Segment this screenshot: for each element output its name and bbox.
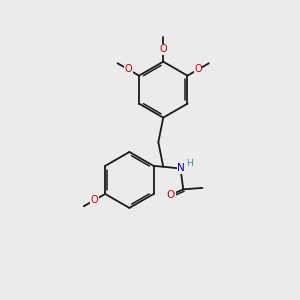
Text: O: O xyxy=(167,190,175,200)
Text: O: O xyxy=(91,195,98,205)
Text: O: O xyxy=(159,44,167,54)
Text: O: O xyxy=(194,64,202,74)
Text: N: N xyxy=(177,163,185,173)
Text: H: H xyxy=(186,159,193,168)
Text: O: O xyxy=(124,64,132,74)
